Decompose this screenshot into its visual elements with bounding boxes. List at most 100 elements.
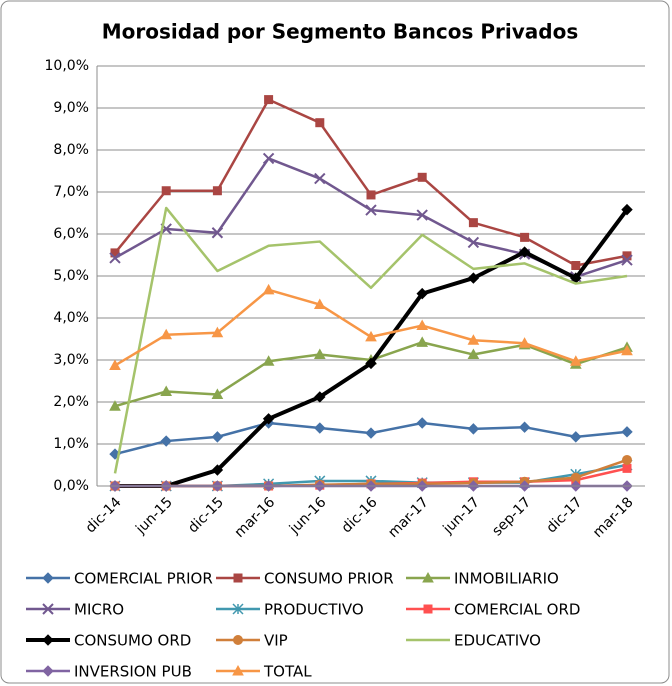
data-point <box>467 423 480 435</box>
legend-item: INMOBILIARIO <box>406 570 559 588</box>
data-point <box>262 283 275 295</box>
y-tick-label: 4,0% <box>53 310 89 326</box>
data-point <box>417 172 427 182</box>
data-point <box>314 422 326 434</box>
data-point <box>109 359 121 370</box>
data-point <box>571 261 581 270</box>
data-point <box>365 330 377 342</box>
data-point <box>621 344 633 356</box>
legend-marker <box>42 572 54 584</box>
y-tick-label: 10,0% <box>45 58 89 74</box>
data-point <box>468 218 478 228</box>
legend-label: PRODUCTIVO <box>264 601 364 619</box>
data-point <box>366 190 376 200</box>
data-point <box>262 413 275 425</box>
data-point <box>109 400 121 411</box>
legend-item: COMERCIAL ORD <box>406 601 580 619</box>
data-point <box>467 236 480 249</box>
data-point <box>569 355 582 366</box>
legend-item: EDUCATIVO <box>406 632 541 650</box>
legend-marker <box>233 635 243 645</box>
legend-marker <box>232 664 244 676</box>
data-point <box>416 417 428 429</box>
data-point <box>416 336 429 347</box>
data-point <box>365 357 377 370</box>
legend-label: VIP <box>264 632 288 650</box>
data-point <box>314 172 326 185</box>
data-point <box>520 232 530 242</box>
series <box>113 206 628 474</box>
data-point <box>314 391 326 403</box>
chart-title: Morosidad por Segmento Bancos Privados <box>102 20 578 44</box>
legend-item: COMERCIAL PRIOR <box>26 570 213 588</box>
data-point <box>262 355 275 366</box>
legend-label: TOTAL <box>263 663 312 681</box>
data-point <box>416 287 428 300</box>
legend-label: EDUCATIVO <box>454 632 541 650</box>
legend-item: TOTAL <box>216 663 312 681</box>
data-point <box>622 463 632 473</box>
data-point <box>109 252 121 264</box>
data-point <box>416 319 429 331</box>
y-tick-label: 6,0% <box>53 226 89 242</box>
legend-marker <box>42 665 54 677</box>
legend-label: COMERCIAL PRIOR <box>74 570 213 588</box>
data-point <box>212 186 222 196</box>
series <box>109 283 633 370</box>
data-point <box>467 348 480 360</box>
legend-label: CONSUMO PRIOR <box>264 570 394 588</box>
legend-label: INVERSION PUB <box>74 663 192 681</box>
legend-item: VIP <box>216 632 288 650</box>
data-point <box>160 385 173 396</box>
legend-item: CONSUMO PRIOR <box>216 570 394 588</box>
y-tick-label: 5,0% <box>53 268 89 284</box>
legend-label: INMOBILIARIO <box>454 570 559 588</box>
y-tick-label: 9,0% <box>53 100 89 116</box>
data-point <box>570 431 582 443</box>
data-point <box>211 464 224 476</box>
legend-item: INVERSION PUB <box>26 663 192 681</box>
series <box>110 95 632 270</box>
legend-marker <box>422 571 434 583</box>
legend-label: MICRO <box>74 601 124 619</box>
y-tick-label: 7,0% <box>53 184 89 200</box>
y-tick-label: 3,0% <box>53 352 89 368</box>
data-point <box>518 421 531 433</box>
legend-item: CONSUMO ORD <box>26 632 191 650</box>
legend-marker <box>42 634 54 646</box>
data-point <box>211 227 224 239</box>
y-tick-label: 2,0% <box>53 394 89 410</box>
legend-item: MICRO <box>26 601 124 619</box>
data-point <box>211 388 224 399</box>
data-point <box>315 118 325 128</box>
series-line <box>113 206 628 474</box>
data-point <box>365 204 377 216</box>
data-point <box>211 326 224 338</box>
data-point <box>621 426 633 438</box>
legend-marker <box>232 603 244 615</box>
data-point <box>160 435 172 447</box>
data-point <box>365 427 377 439</box>
legend-item: PRODUCTIVO <box>216 601 364 619</box>
y-tick-label: 0,0% <box>53 478 89 494</box>
data-point <box>313 298 326 310</box>
data-point <box>621 254 633 266</box>
data-point <box>161 186 171 196</box>
data-point <box>262 152 275 165</box>
legend-label: COMERCIAL ORD <box>454 601 580 619</box>
data-point <box>416 209 428 221</box>
legend-label: CONSUMO ORD <box>74 632 191 650</box>
data-point <box>211 431 224 443</box>
data-point <box>467 334 480 345</box>
data-point <box>313 348 326 360</box>
data-point <box>160 328 173 340</box>
data-point <box>622 454 632 465</box>
legend-marker <box>423 604 433 614</box>
legend-marker <box>233 573 243 583</box>
data-point <box>467 272 480 284</box>
data-point <box>518 337 531 348</box>
series <box>109 203 633 492</box>
